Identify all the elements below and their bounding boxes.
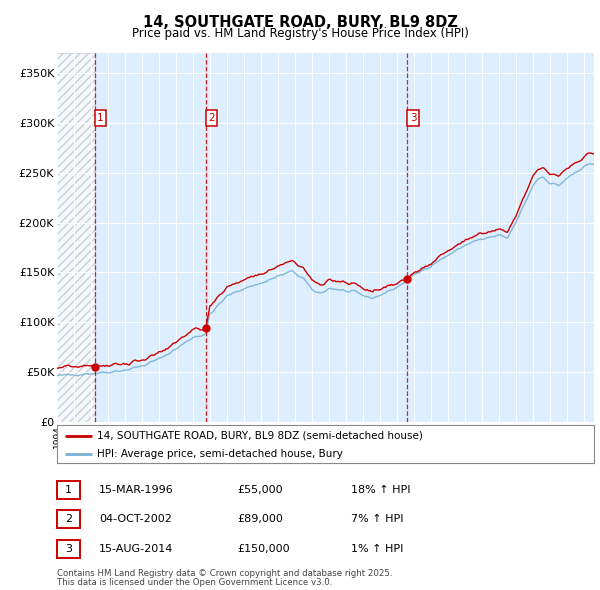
- Text: This data is licensed under the Open Government Licence v3.0.: This data is licensed under the Open Gov…: [57, 578, 332, 588]
- Bar: [57, 53, 95, 422]
- Text: Contains HM Land Registry data © Crown copyright and database right 2025.: Contains HM Land Registry data © Crown c…: [57, 569, 392, 578]
- Text: £89,000: £89,000: [237, 514, 283, 524]
- Text: 14, SOUTHGATE ROAD, BURY, BL9 8DZ (semi-detached house): 14, SOUTHGATE ROAD, BURY, BL9 8DZ (semi-…: [97, 431, 423, 441]
- Text: 1: 1: [97, 113, 104, 123]
- Text: 1: 1: [65, 485, 72, 494]
- Text: 2: 2: [208, 113, 215, 123]
- Text: 1% ↑ HPI: 1% ↑ HPI: [351, 544, 403, 553]
- Text: 3: 3: [65, 544, 72, 553]
- Text: £150,000: £150,000: [237, 544, 290, 553]
- Text: 04-OCT-2002: 04-OCT-2002: [99, 514, 172, 524]
- Text: 3: 3: [410, 113, 416, 123]
- Text: 2: 2: [65, 514, 72, 524]
- Text: £55,000: £55,000: [237, 485, 283, 494]
- Text: 14, SOUTHGATE ROAD, BURY, BL9 8DZ: 14, SOUTHGATE ROAD, BURY, BL9 8DZ: [143, 15, 457, 30]
- Text: 15-MAR-1996: 15-MAR-1996: [99, 485, 174, 494]
- Text: 7% ↑ HPI: 7% ↑ HPI: [351, 514, 404, 524]
- Text: Price paid vs. HM Land Registry's House Price Index (HPI): Price paid vs. HM Land Registry's House …: [131, 27, 469, 40]
- Text: 15-AUG-2014: 15-AUG-2014: [99, 544, 173, 553]
- Text: HPI: Average price, semi-detached house, Bury: HPI: Average price, semi-detached house,…: [97, 448, 343, 458]
- Text: 18% ↑ HPI: 18% ↑ HPI: [351, 485, 410, 494]
